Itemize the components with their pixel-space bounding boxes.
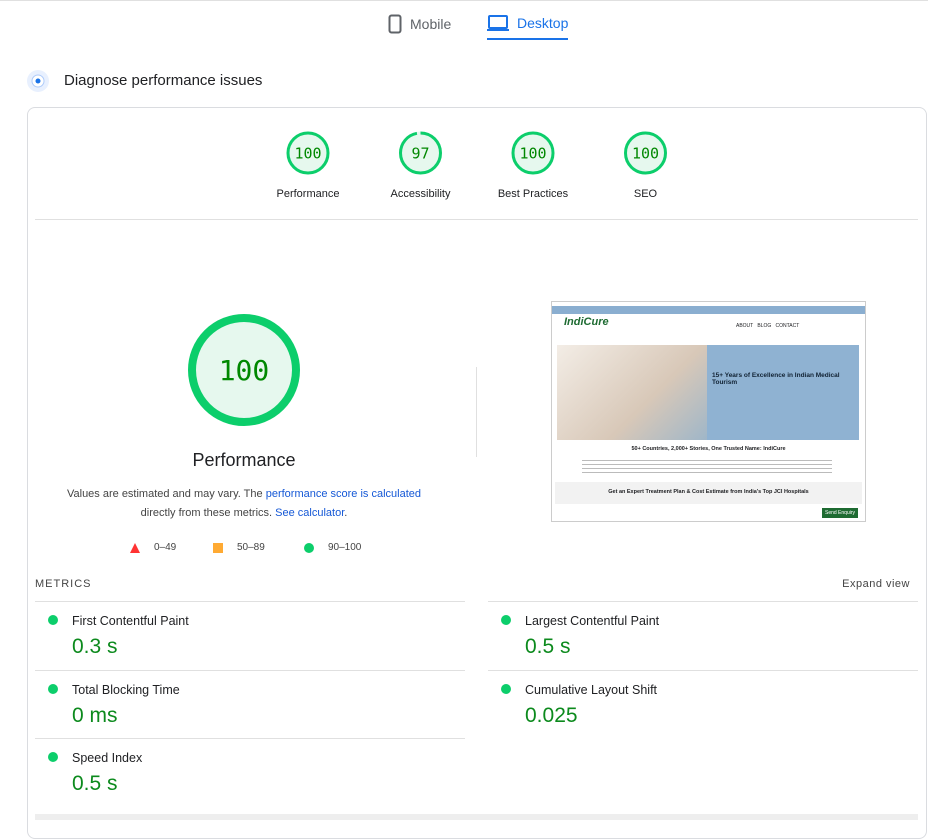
metric-status xyxy=(48,615,58,625)
gauge-arc xyxy=(624,131,667,175)
gauge-score: 100 xyxy=(219,354,270,387)
status-dot xyxy=(48,752,58,762)
nav-item: CONTACT xyxy=(775,323,800,329)
metric-divider xyxy=(488,669,918,671)
metric-divider xyxy=(35,601,465,602)
tab-label: Mobile xyxy=(410,16,452,32)
gauge-label: SEO xyxy=(633,188,658,200)
body-text xyxy=(582,460,832,474)
brand: IndiCure xyxy=(564,316,609,328)
cta: Get an Expert Treatment Plan & Cost Esti… xyxy=(608,489,809,495)
nav: ABOUT BLOG CONTACT xyxy=(736,323,799,329)
metric-value: 0.5 s xyxy=(72,772,118,795)
legend-average xyxy=(213,543,223,553)
gauge-score: 97 xyxy=(411,144,429,162)
main-label: Performance xyxy=(192,450,296,470)
tab-desktop[interactable]: Desktop xyxy=(487,14,569,40)
page-screenshot: IndiCure ABOUT BLOG CONTACT 15+ Years of… xyxy=(551,301,866,522)
tab-mobile[interactable]: Mobile xyxy=(388,14,451,34)
expand-view[interactable]: Expand view xyxy=(842,578,910,590)
gauge-label: Performance xyxy=(276,188,340,200)
top-border xyxy=(0,0,928,1)
cta-band xyxy=(555,482,862,504)
metric-status xyxy=(48,752,58,762)
gauge-score: 100 xyxy=(632,144,659,162)
metric-name: Cumulative Layout Shift xyxy=(525,682,658,697)
status-dot xyxy=(501,615,511,625)
status-dot xyxy=(48,615,58,625)
gauge-label: Accessibility xyxy=(390,188,451,200)
legend-text: 90–100 xyxy=(328,542,362,553)
legend-pass xyxy=(304,543,314,553)
status-dot xyxy=(501,683,511,694)
metric-divider xyxy=(35,669,465,671)
metric-name: Speed Index xyxy=(72,751,143,765)
section-icon xyxy=(27,70,49,92)
note-link[interactable]: See calculator xyxy=(275,507,345,519)
nav-item: ABOUT xyxy=(736,323,754,329)
tab-label: Desktop xyxy=(517,15,569,31)
gauge-arc xyxy=(399,131,442,175)
gauge-label: Best Practices xyxy=(497,188,569,200)
desktop-icon xyxy=(487,15,509,31)
note-text: directly from these metrics. xyxy=(140,507,276,519)
legend-fail xyxy=(130,543,140,553)
metric-name: First Contentful Paint xyxy=(72,614,189,628)
score-note: Values are estimated and may vary. The p… xyxy=(44,485,444,523)
status-dot xyxy=(48,683,58,694)
divider xyxy=(35,219,918,220)
metric-value: 0.3 s xyxy=(72,635,118,658)
metric-value: 0.5 s xyxy=(525,635,571,658)
gauges: 100 97 100 100 100 xyxy=(188,131,667,426)
gauge-arc xyxy=(286,131,330,175)
separator xyxy=(476,367,477,457)
note-text: Values are estimated and may vary. The xyxy=(66,488,266,500)
metrics-title: METRICS xyxy=(35,578,92,590)
hero-panel xyxy=(707,345,859,440)
topbar xyxy=(552,306,865,314)
metric-name: Largest Contentful Paint xyxy=(525,614,660,628)
gauge-score: 100 xyxy=(294,144,321,162)
metric-divider xyxy=(488,601,918,602)
metric-name: Total Blocking Time xyxy=(72,682,180,697)
metric-value: 0.025 xyxy=(525,703,578,727)
bottom-bar xyxy=(35,814,918,820)
metric-status xyxy=(501,615,511,625)
legend-text: 50–89 xyxy=(237,542,265,553)
enquiry-button: Send Enquiry xyxy=(822,508,858,518)
hero-photo xyxy=(557,345,707,440)
metric-status xyxy=(501,683,511,694)
note-link[interactable]: performance score is calculated xyxy=(265,488,421,500)
metric-value: 0 ms xyxy=(72,703,118,727)
gauge-arc xyxy=(188,314,300,426)
legend-text: 0–49 xyxy=(154,542,177,553)
nav-item: BLOG xyxy=(757,323,772,329)
gauge-score: 100 xyxy=(519,144,546,162)
metric-status xyxy=(48,683,58,694)
hero-text: 15+ Years of Excellence in Indian Medica… xyxy=(712,372,840,386)
mobile-icon xyxy=(388,14,402,34)
headline: 50+ Countries, 2,000+ Stories, One Trust… xyxy=(631,446,786,452)
note-text: . xyxy=(344,507,348,519)
metric-divider xyxy=(35,738,465,739)
section-title: Diagnose performance issues xyxy=(64,72,263,89)
gauge-arc xyxy=(511,131,555,175)
